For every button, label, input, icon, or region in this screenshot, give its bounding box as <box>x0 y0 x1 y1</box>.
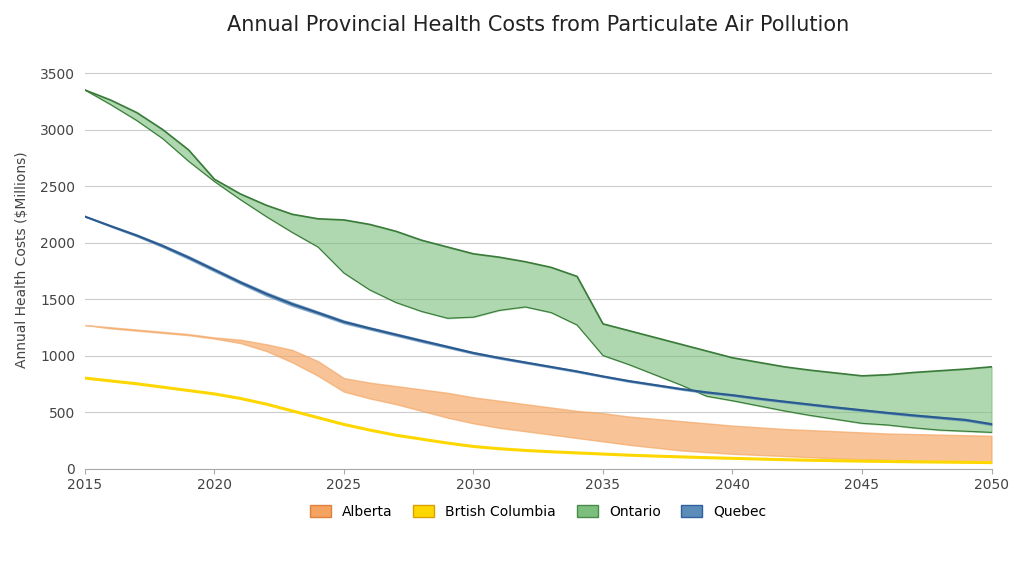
Legend: Alberta, Brtish Columbia, Ontario, Quebec: Alberta, Brtish Columbia, Ontario, Quebe… <box>304 499 772 524</box>
Y-axis label: Annual Health Costs ($Millions): Annual Health Costs ($Millions) <box>15 151 29 368</box>
Title: Annual Provincial Health Costs from Particulate Air Pollution: Annual Provincial Health Costs from Part… <box>227 15 849 35</box>
